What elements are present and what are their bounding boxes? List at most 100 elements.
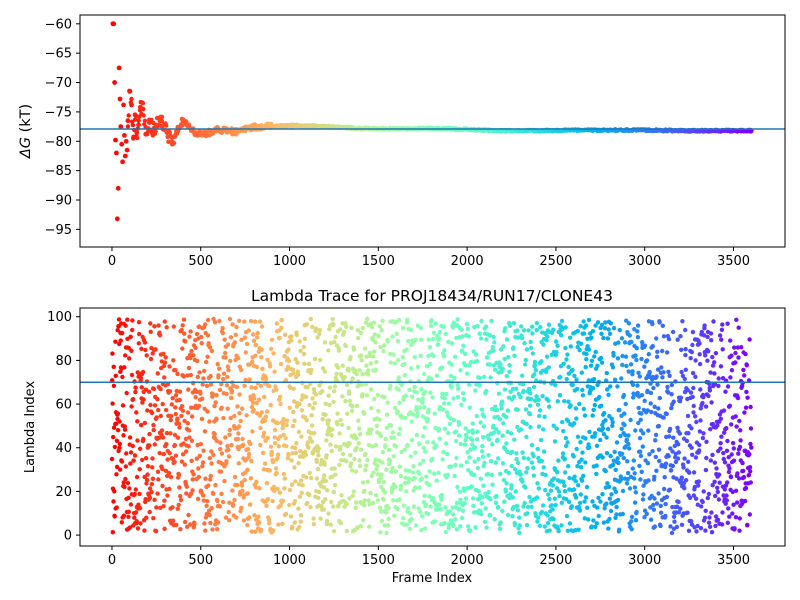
- lambda-point: [608, 321, 613, 326]
- lambda-point: [391, 498, 396, 503]
- lambda-point: [632, 471, 637, 476]
- lambda-point: [367, 502, 372, 507]
- lambda-scatter-points: [109, 316, 754, 536]
- lambda-point: [376, 479, 382, 485]
- lambda-point: [174, 522, 179, 528]
- lambda-point: [581, 331, 587, 336]
- lambda-point: [248, 441, 253, 447]
- lambda-point: [479, 511, 484, 517]
- lambda-point: [244, 413, 249, 418]
- lambda-point: [365, 457, 370, 463]
- lambda-point: [693, 455, 699, 460]
- lambda-point: [484, 337, 489, 342]
- lambda-point: [659, 365, 664, 370]
- lambda-point: [386, 516, 391, 522]
- lambda-point: [344, 528, 349, 534]
- lambda-point: [357, 458, 362, 463]
- lambda-point: [725, 321, 730, 326]
- lambda-point: [411, 504, 417, 509]
- lambda-point: [415, 323, 420, 328]
- lambda-point: [649, 493, 654, 499]
- lambda-point: [676, 442, 681, 447]
- lambda-point: [349, 408, 355, 414]
- lambda-point: [166, 470, 172, 476]
- lambda-point: [452, 354, 458, 359]
- lambda-point: [595, 363, 600, 368]
- lambda-point: [281, 432, 286, 437]
- lambda-point: [311, 516, 316, 521]
- lambda-point: [472, 324, 477, 330]
- lambda-point: [730, 440, 736, 446]
- lambda-point: [237, 318, 242, 323]
- lambda-point: [242, 335, 248, 340]
- lambda-point: [620, 362, 625, 368]
- lambda-point: [278, 434, 283, 439]
- lambda-point: [112, 444, 118, 450]
- lambda-point: [658, 523, 663, 529]
- lambda-point: [527, 494, 532, 500]
- lambda-point: [215, 520, 221, 525]
- lambda-point: [740, 460, 745, 466]
- lambda-point: [453, 517, 458, 522]
- lambda-point: [653, 438, 658, 443]
- lambda-point: [330, 317, 335, 322]
- lambda-point: [172, 432, 178, 438]
- lambda-point: [182, 462, 187, 467]
- lambda-point: [595, 320, 601, 325]
- lambda-point: [437, 502, 442, 507]
- lambda-point: [377, 324, 382, 329]
- dg-point: [118, 124, 124, 129]
- x-tick-label: 3000: [628, 254, 661, 269]
- lambda-point: [471, 503, 476, 509]
- lambda-point: [316, 495, 321, 500]
- lambda-point: [515, 460, 521, 466]
- lambda-point: [395, 506, 400, 512]
- lambda-point: [362, 346, 368, 351]
- lambda-point: [441, 324, 446, 329]
- lambda-point: [182, 331, 187, 336]
- lambda-point: [428, 323, 434, 328]
- lambda-point: [364, 463, 369, 468]
- lambda-point: [626, 369, 631, 374]
- lambda-point: [293, 450, 299, 456]
- lambda-point: [406, 476, 411, 481]
- lambda-point: [312, 356, 318, 362]
- lambda-point: [530, 331, 535, 336]
- lambda-point: [130, 327, 135, 333]
- lambda-point: [276, 522, 281, 527]
- lambda-point: [459, 463, 464, 468]
- lambda-point: [587, 429, 592, 435]
- lambda-point: [224, 383, 230, 388]
- lambda-point: [147, 495, 153, 500]
- lambda-point: [383, 444, 388, 450]
- lambda-point: [122, 424, 128, 429]
- lambda-point: [458, 497, 463, 502]
- lambda-point: [247, 377, 252, 382]
- lambda-point: [486, 437, 492, 442]
- lambda-point: [670, 449, 675, 454]
- lambda-point: [131, 458, 136, 463]
- lambda-point: [694, 529, 699, 534]
- lambda-point: [199, 396, 205, 401]
- lambda-point: [249, 529, 254, 534]
- lambda-point: [253, 353, 258, 358]
- lambda-point: [370, 500, 376, 506]
- lambda-point: [494, 493, 499, 499]
- x-tick-label: 3500: [717, 254, 750, 269]
- lambda-point: [364, 363, 369, 368]
- lambda-point: [728, 375, 733, 380]
- dg-point: [120, 159, 125, 165]
- lambda-point: [422, 526, 428, 531]
- lambda-point: [491, 430, 496, 435]
- lambda-point: [323, 497, 328, 502]
- lambda-point: [564, 357, 569, 362]
- lambda-point: [228, 335, 234, 340]
- lambda-point: [359, 382, 364, 387]
- lambda-point: [490, 344, 495, 350]
- lambda-point: [113, 373, 119, 378]
- lambda-point: [453, 462, 458, 468]
- lambda-point: [110, 401, 115, 406]
- lambda-point: [420, 400, 425, 406]
- lambda-point: [690, 394, 695, 400]
- lambda-point: [616, 340, 621, 345]
